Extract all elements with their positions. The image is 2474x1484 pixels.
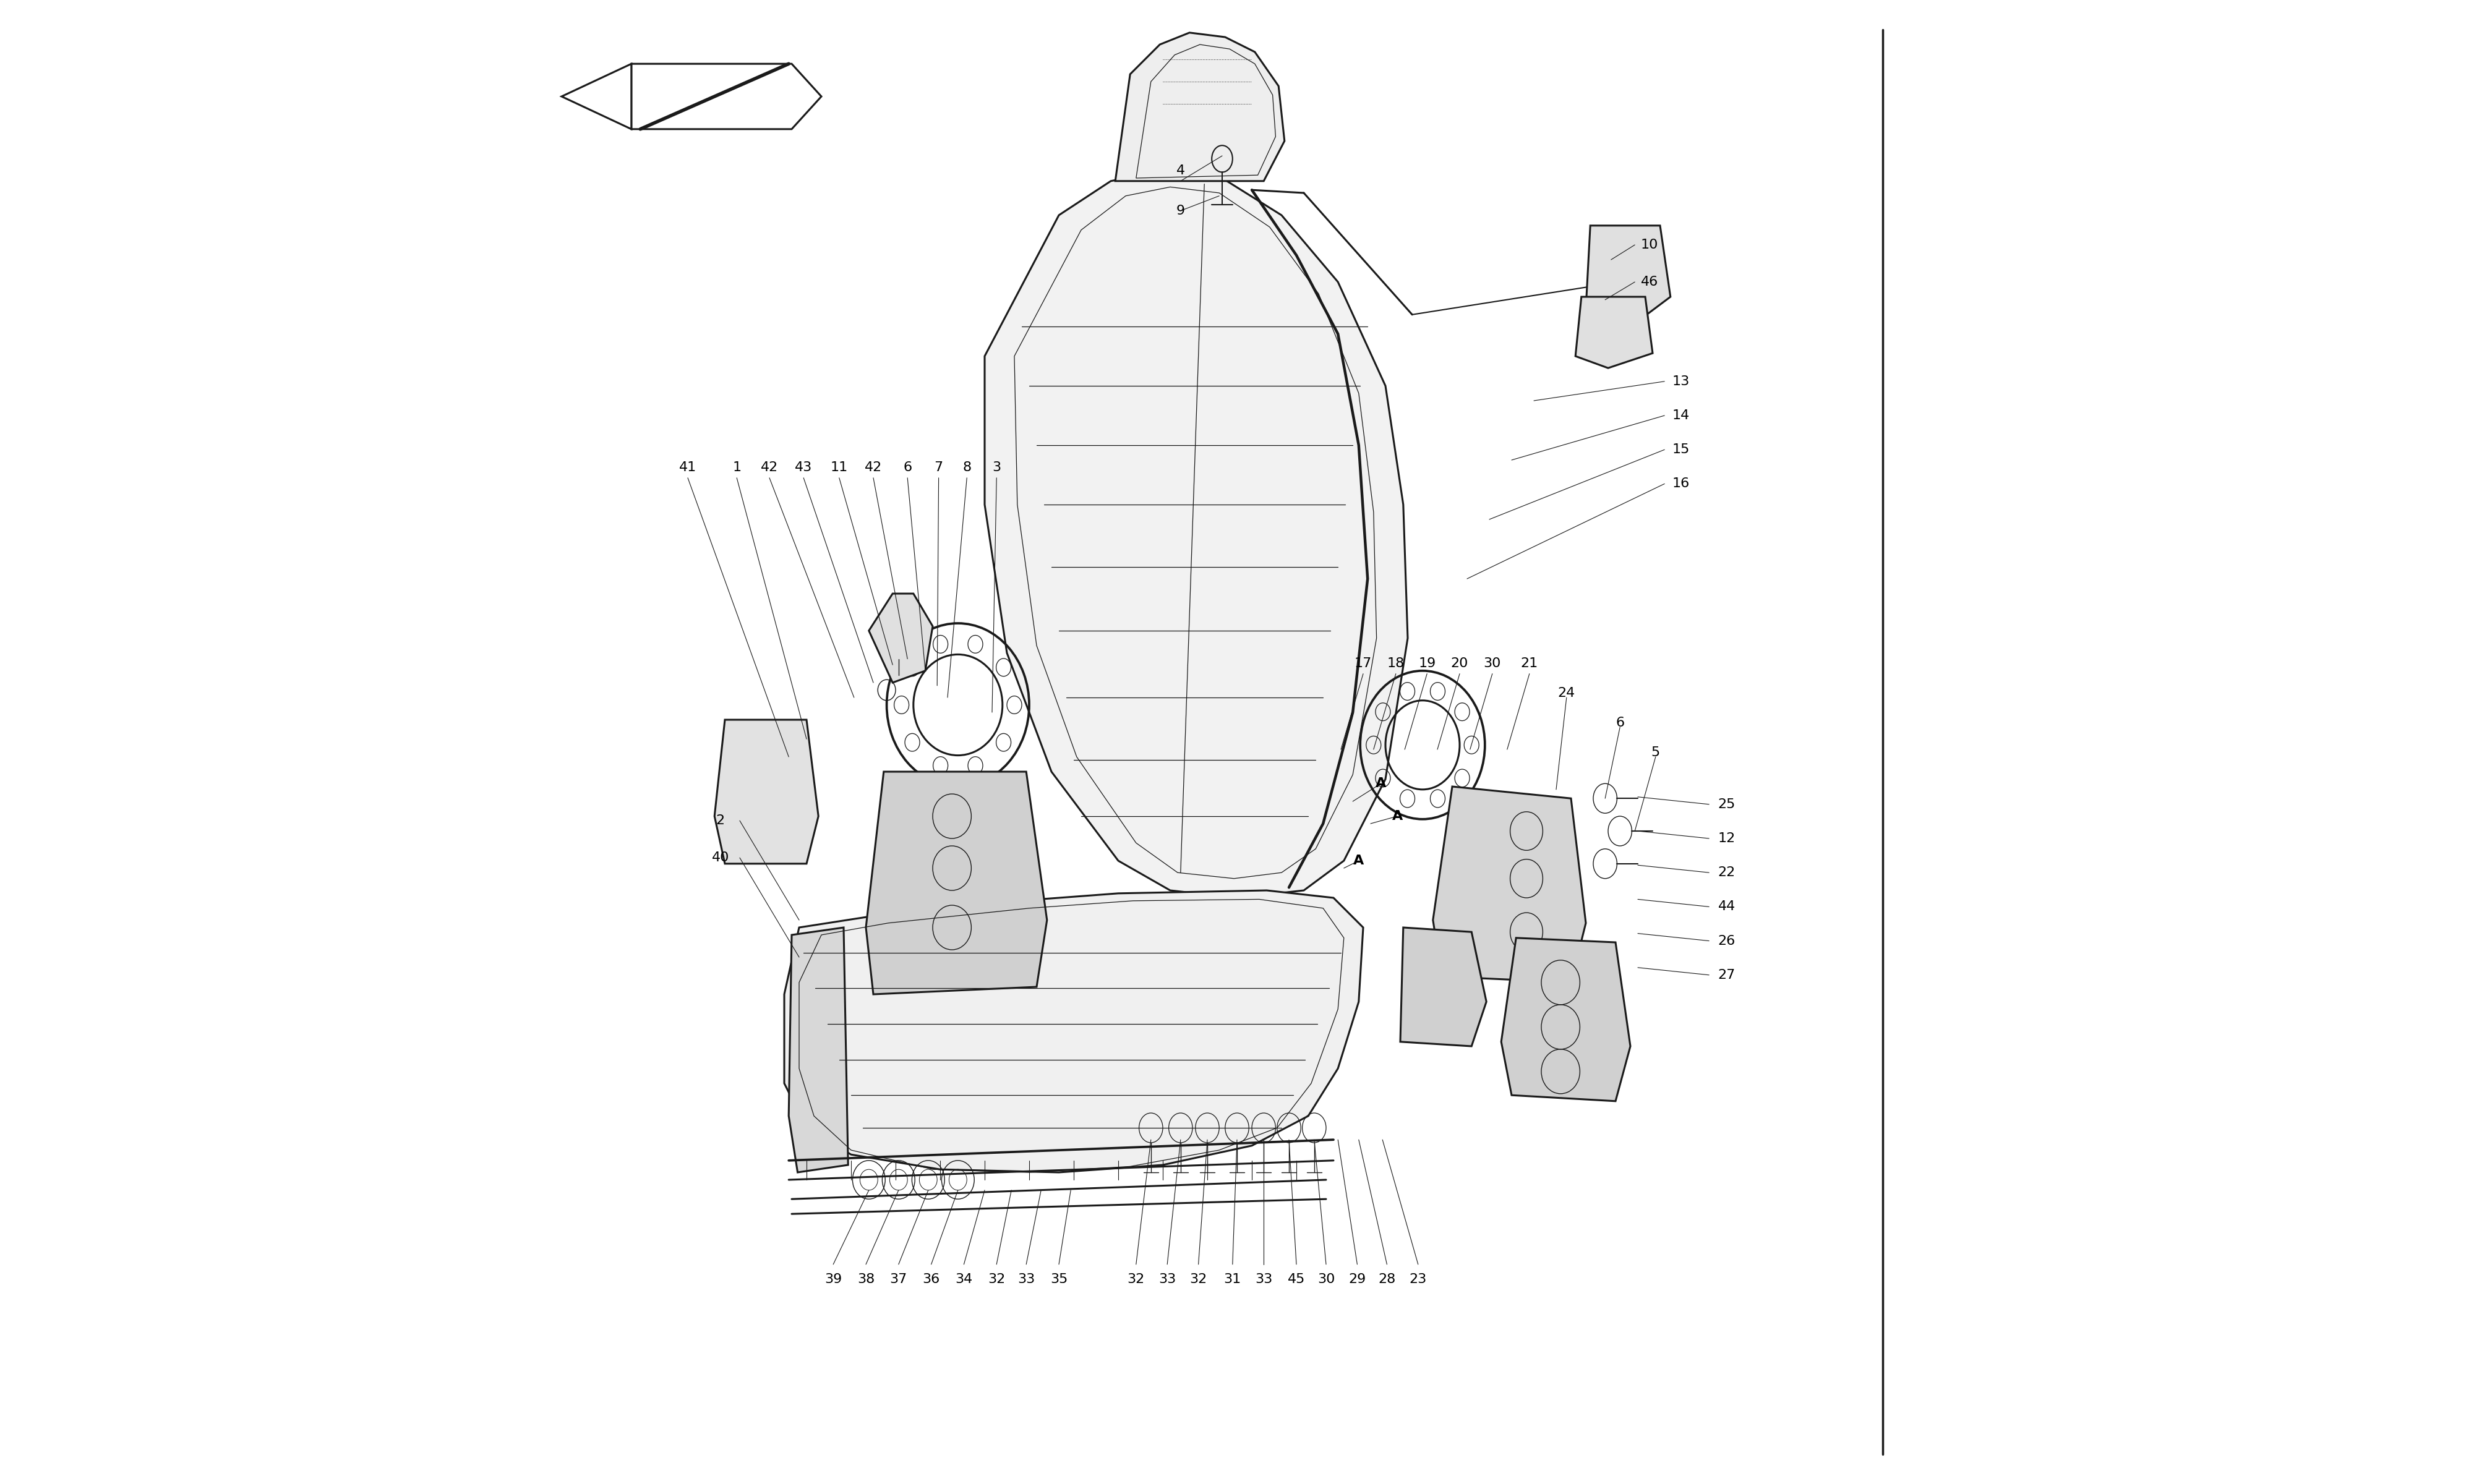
Text: 14: 14: [1672, 410, 1690, 421]
Polygon shape: [789, 927, 849, 1172]
Text: 6: 6: [903, 462, 913, 473]
Polygon shape: [868, 594, 933, 683]
Text: 30: 30: [1316, 1273, 1336, 1285]
Text: 23: 23: [1410, 1273, 1427, 1285]
Text: 25: 25: [1717, 798, 1734, 810]
Polygon shape: [1502, 938, 1630, 1101]
Polygon shape: [631, 64, 821, 129]
Text: 24: 24: [1559, 687, 1576, 699]
Polygon shape: [866, 772, 1047, 994]
Polygon shape: [784, 890, 1363, 1172]
Text: 19: 19: [1418, 657, 1435, 669]
Text: 8: 8: [962, 462, 972, 473]
Text: 2: 2: [715, 815, 725, 827]
Polygon shape: [1576, 297, 1653, 368]
Polygon shape: [1400, 927, 1487, 1046]
Text: 4: 4: [1175, 165, 1185, 177]
Text: 16: 16: [1672, 478, 1690, 490]
Text: 42: 42: [760, 462, 779, 473]
Text: 43: 43: [794, 462, 811, 473]
Text: 9: 9: [1175, 205, 1185, 217]
Text: 11: 11: [831, 462, 849, 473]
Text: A: A: [1393, 810, 1403, 822]
Text: 21: 21: [1522, 657, 1539, 669]
Text: 41: 41: [678, 462, 698, 473]
Text: A: A: [1353, 855, 1363, 867]
Polygon shape: [1116, 33, 1284, 181]
Text: A: A: [1376, 778, 1385, 789]
Text: 35: 35: [1049, 1273, 1069, 1285]
Polygon shape: [1586, 226, 1670, 319]
Text: 33: 33: [1158, 1273, 1175, 1285]
Text: 6: 6: [1616, 717, 1625, 729]
Text: 31: 31: [1225, 1273, 1242, 1285]
Text: 33: 33: [1254, 1273, 1272, 1285]
Text: 7: 7: [935, 462, 943, 473]
Text: 39: 39: [824, 1273, 841, 1285]
Text: 28: 28: [1378, 1273, 1395, 1285]
Polygon shape: [562, 64, 631, 129]
Polygon shape: [715, 720, 819, 864]
Text: 37: 37: [891, 1273, 908, 1285]
Text: 33: 33: [1017, 1273, 1034, 1285]
Text: 46: 46: [1640, 276, 1658, 288]
Text: 15: 15: [1672, 444, 1690, 456]
Text: 40: 40: [713, 852, 730, 864]
Text: 44: 44: [1717, 901, 1734, 913]
Text: 45: 45: [1286, 1273, 1306, 1285]
Text: 36: 36: [923, 1273, 940, 1285]
Text: 29: 29: [1348, 1273, 1366, 1285]
Text: 18: 18: [1388, 657, 1405, 669]
Text: 17: 17: [1353, 657, 1373, 669]
Text: 32: 32: [987, 1273, 1004, 1285]
Text: 3: 3: [992, 462, 1002, 473]
Text: 30: 30: [1484, 657, 1502, 669]
Text: 38: 38: [856, 1273, 876, 1285]
Text: 13: 13: [1672, 375, 1690, 387]
Text: 42: 42: [863, 462, 883, 473]
Text: 34: 34: [955, 1273, 972, 1285]
Text: 10: 10: [1640, 239, 1658, 251]
Text: 22: 22: [1717, 867, 1734, 879]
Text: 12: 12: [1717, 833, 1734, 844]
Text: 5: 5: [1650, 746, 1660, 758]
Text: 26: 26: [1717, 935, 1734, 947]
Text: 1: 1: [732, 462, 742, 473]
Text: 32: 32: [1128, 1273, 1145, 1285]
Text: 32: 32: [1190, 1273, 1207, 1285]
Polygon shape: [985, 171, 1408, 898]
Polygon shape: [1432, 787, 1586, 982]
Text: 20: 20: [1450, 657, 1470, 669]
Text: 27: 27: [1717, 969, 1734, 981]
